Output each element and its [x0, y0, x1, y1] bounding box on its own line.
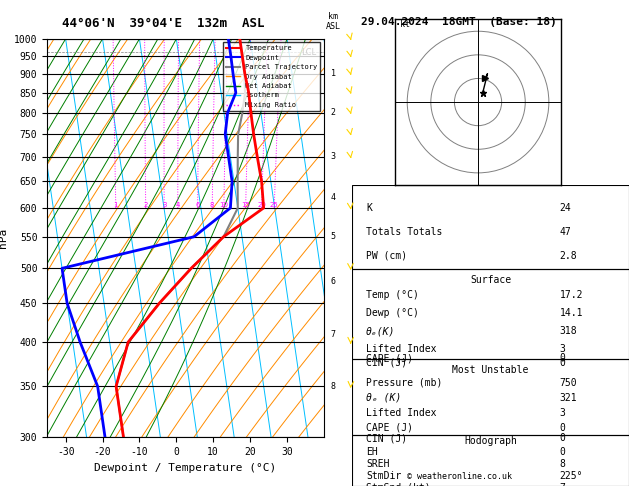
Text: 8: 8	[560, 459, 565, 469]
Text: 44°06'N  39°04'E  132m  ASL: 44°06'N 39°04'E 132m ASL	[62, 17, 265, 30]
Text: 1: 1	[114, 202, 118, 208]
Text: CAPE (J): CAPE (J)	[366, 353, 413, 363]
Text: Totals Totals: Totals Totals	[366, 227, 442, 237]
Text: 318: 318	[560, 326, 577, 336]
Text: 14.1: 14.1	[560, 308, 583, 318]
Text: 3: 3	[331, 153, 336, 161]
Text: CIN (J): CIN (J)	[366, 434, 407, 443]
Text: 2: 2	[331, 108, 336, 117]
Text: Pressure (mb): Pressure (mb)	[366, 378, 442, 387]
Text: SREH: SREH	[366, 459, 389, 469]
Text: 2: 2	[143, 202, 148, 208]
Bar	[352, 435, 629, 486]
Text: 0: 0	[560, 447, 565, 457]
Text: 25: 25	[270, 202, 279, 208]
Text: 3: 3	[162, 202, 167, 208]
Text: 29.04.2024  18GMT  (Base: 18): 29.04.2024 18GMT (Base: 18)	[361, 17, 557, 27]
Text: Temp (°C): Temp (°C)	[366, 290, 419, 300]
Text: K: K	[366, 203, 372, 213]
Text: Hodograph: Hodograph	[464, 436, 517, 446]
Text: LCL: LCL	[301, 48, 316, 57]
Text: θₑ(K): θₑ(K)	[366, 326, 396, 336]
Text: © weatheronline.co.uk: © weatheronline.co.uk	[407, 472, 511, 481]
Text: Dewp (°C): Dewp (°C)	[366, 308, 419, 318]
Text: kt: kt	[400, 19, 410, 29]
Text: StmDir: StmDir	[366, 471, 401, 481]
Text: 15: 15	[241, 202, 250, 208]
Text: Lifted Index: Lifted Index	[366, 345, 437, 354]
Bar	[352, 185, 629, 269]
Text: Most Unstable: Most Unstable	[452, 365, 529, 376]
Text: 6: 6	[331, 278, 336, 286]
Text: 0: 0	[560, 434, 565, 443]
Bar	[352, 269, 629, 360]
Text: 17.2: 17.2	[560, 290, 583, 300]
Y-axis label: hPa: hPa	[0, 228, 8, 248]
Text: 47: 47	[560, 227, 572, 237]
Text: 20: 20	[257, 202, 266, 208]
Text: θₑ (K): θₑ (K)	[366, 393, 401, 402]
Text: 8: 8	[331, 382, 336, 391]
Text: EH: EH	[366, 447, 378, 457]
Text: StmSpd (kt): StmSpd (kt)	[366, 483, 431, 486]
Text: 0: 0	[560, 423, 565, 433]
Text: 6: 6	[196, 202, 200, 208]
Text: Surface: Surface	[470, 275, 511, 285]
Text: 24: 24	[560, 203, 572, 213]
Text: CAPE (J): CAPE (J)	[366, 423, 413, 433]
Text: 3: 3	[560, 408, 565, 417]
Text: km
ASL: km ASL	[326, 12, 341, 31]
Text: Lifted Index: Lifted Index	[366, 408, 437, 417]
Text: 4: 4	[175, 202, 180, 208]
Text: 321: 321	[560, 393, 577, 402]
Text: 225°: 225°	[560, 471, 583, 481]
Text: 1: 1	[331, 69, 336, 78]
Text: 750: 750	[560, 378, 577, 387]
X-axis label: Dewpoint / Temperature (°C): Dewpoint / Temperature (°C)	[94, 463, 277, 473]
Text: 4: 4	[331, 192, 336, 202]
Text: 8: 8	[210, 202, 214, 208]
Text: 7: 7	[560, 483, 565, 486]
Legend: Temperature, Dewpoint, Parcel Trajectory, Dry Adiabat, Wet Adiabat, Isotherm, Mi: Temperature, Dewpoint, Parcel Trajectory…	[223, 42, 320, 111]
Text: CIN (J): CIN (J)	[366, 358, 407, 368]
Text: 0: 0	[560, 358, 565, 368]
Text: 0: 0	[560, 353, 565, 363]
Bar	[352, 360, 629, 435]
Text: 10: 10	[220, 202, 228, 208]
Text: 3: 3	[560, 345, 565, 354]
Text: 7: 7	[331, 330, 336, 339]
Text: PW (cm): PW (cm)	[366, 251, 407, 261]
Text: 2.8: 2.8	[560, 251, 577, 261]
Text: 5: 5	[331, 232, 336, 241]
